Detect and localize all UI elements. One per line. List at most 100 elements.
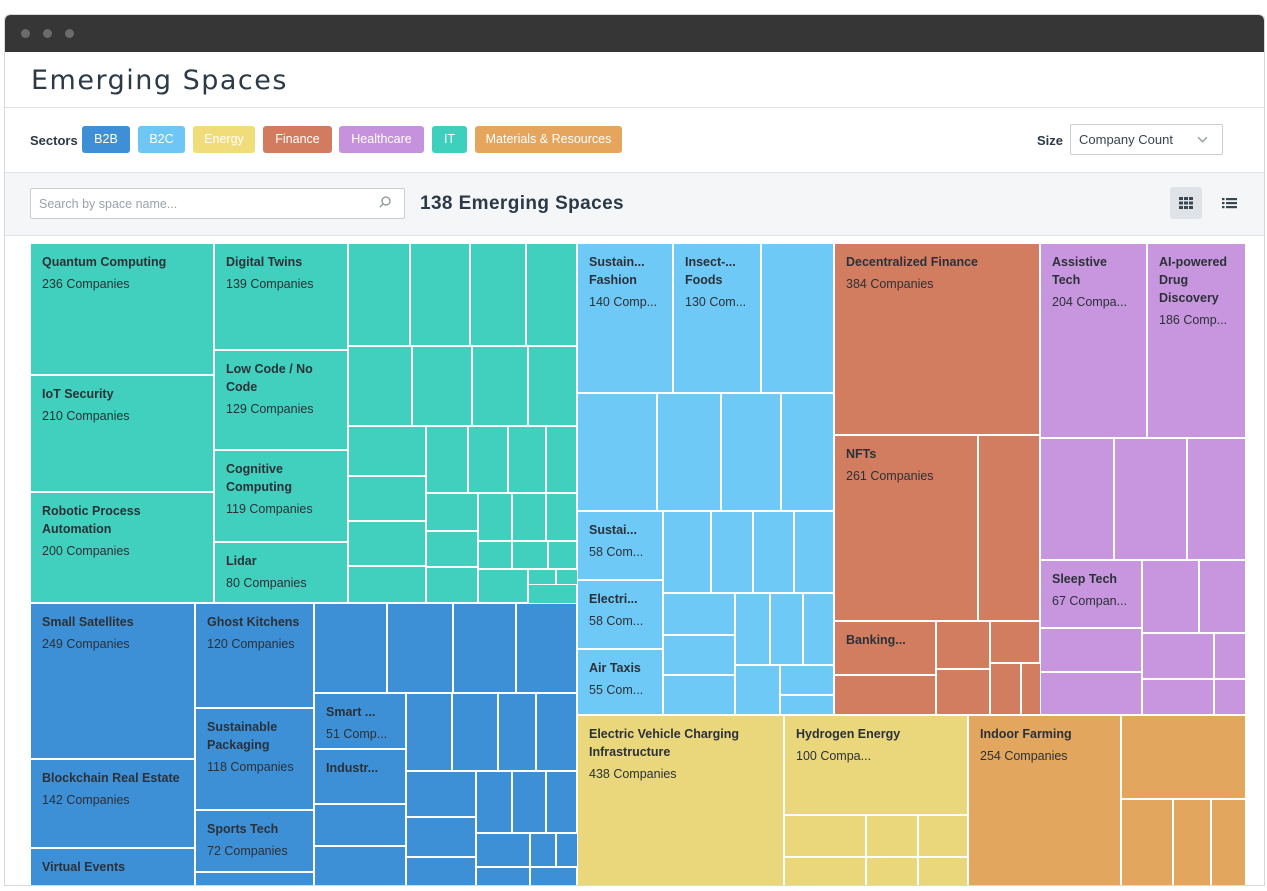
treemap-tile[interactable]: [195, 872, 314, 885]
treemap-tile[interactable]: [936, 669, 990, 715]
treemap-tile-small-satellites[interactable]: Small Satellites 249 Companies: [30, 603, 195, 759]
treemap-tile[interactable]: [990, 663, 1021, 715]
treemap-tile[interactable]: [663, 675, 735, 715]
treemap-tile[interactable]: [781, 393, 834, 511]
treemap-tile[interactable]: [512, 771, 546, 833]
treemap-tile[interactable]: [348, 566, 426, 603]
treemap-tile[interactable]: [1121, 715, 1245, 799]
treemap-tile[interactable]: [663, 635, 735, 675]
treemap-tile[interactable]: [1214, 633, 1245, 679]
treemap-tile-iot-security[interactable]: IoT Security 210 Companies: [30, 375, 214, 492]
sector-chip-energy[interactable]: Energy: [193, 126, 255, 153]
treemap-tile-sustain-fashion[interactable]: Sustain... Fashion 140 Comp...: [577, 243, 673, 393]
treemap-tile[interactable]: [1040, 672, 1142, 715]
treemap-tile-industr[interactable]: Industr...: [314, 749, 406, 804]
treemap-tile[interactable]: [546, 493, 577, 541]
sector-chip-it[interactable]: IT: [432, 126, 467, 153]
treemap-tile[interactable]: [1214, 679, 1245, 715]
treemap-tile-virtual-events[interactable]: Virtual Events: [30, 848, 195, 885]
treemap-tile[interactable]: [918, 815, 968, 857]
treemap-tile[interactable]: [735, 593, 770, 665]
treemap-tile[interactable]: [1211, 799, 1245, 885]
treemap-tile[interactable]: [348, 476, 426, 521]
treemap-tile-digital-twins[interactable]: Digital Twins 139 Companies: [214, 243, 348, 350]
treemap-tile[interactable]: [1142, 679, 1214, 715]
size-dropdown[interactable]: Company Count: [1070, 124, 1223, 155]
treemap-tile[interactable]: [803, 593, 834, 665]
treemap-tile[interactable]: [770, 593, 803, 665]
treemap-tile[interactable]: [1187, 438, 1245, 560]
treemap-tile[interactable]: [314, 804, 406, 846]
sector-chip-healthcare[interactable]: Healthcare: [339, 126, 424, 153]
treemap-tile-electric-vehicle-charging-infrastructure[interactable]: Electric Vehicle Charging Infrastructure…: [577, 715, 784, 885]
treemap-tile[interactable]: [468, 426, 508, 493]
treemap-tile[interactable]: [546, 426, 577, 493]
treemap-tile[interactable]: [512, 541, 548, 569]
treemap-tile[interactable]: [1173, 799, 1211, 885]
treemap-tile[interactable]: [1142, 633, 1214, 679]
treemap-tile[interactable]: [406, 693, 452, 771]
treemap-tile[interactable]: [508, 426, 546, 493]
treemap-tile[interactable]: [470, 243, 526, 346]
treemap-tile-air-taxis[interactable]: Air Taxis 55 Com...: [577, 649, 663, 715]
sector-chip-finance[interactable]: Finance: [263, 126, 332, 153]
treemap-tile[interactable]: [866, 857, 918, 885]
treemap-tile[interactable]: [476, 833, 530, 867]
treemap-tile-nfts[interactable]: NFTs 261 Companies: [834, 435, 978, 621]
window-minimize-dot-icon[interactable]: [43, 29, 52, 38]
list-view-button[interactable]: [1213, 187, 1245, 219]
search-icon[interactable]: [378, 195, 392, 214]
treemap-tile[interactable]: [516, 603, 577, 693]
treemap-tile[interactable]: [866, 815, 918, 857]
treemap-tile[interactable]: [453, 603, 516, 693]
search-input[interactable]: [31, 189, 371, 218]
treemap-tile[interactable]: [1040, 628, 1142, 672]
treemap-tile[interactable]: [472, 346, 528, 426]
treemap-tile[interactable]: [426, 531, 478, 567]
treemap-tile[interactable]: [1114, 438, 1187, 560]
treemap-tile[interactable]: [512, 493, 546, 541]
treemap-tile[interactable]: [577, 393, 657, 511]
treemap-tile[interactable]: [426, 567, 478, 603]
treemap-tile[interactable]: [1040, 438, 1114, 560]
treemap-tile[interactable]: [528, 346, 577, 426]
treemap-tile[interactable]: [314, 603, 387, 693]
treemap-tile[interactable]: [314, 846, 406, 885]
treemap-tile[interactable]: [410, 243, 470, 346]
treemap-tile-ai-powered-drug-discovery[interactable]: AI-powered Drug Discovery 186 Comp...: [1147, 243, 1245, 438]
sector-chip-materials-resources[interactable]: Materials & Resources: [475, 126, 622, 153]
treemap-tile-blockchain-real-estate[interactable]: Blockchain Real Estate 142 Companies: [30, 759, 195, 848]
treemap-tile[interactable]: [721, 393, 781, 511]
treemap-tile[interactable]: [1142, 560, 1199, 633]
treemap-tile[interactable]: [784, 815, 866, 857]
treemap-tile-robotic-process-automation[interactable]: Robotic Process Automation 200 Companies: [30, 492, 214, 603]
treemap-tile[interactable]: [406, 857, 476, 885]
treemap-tile[interactable]: [530, 833, 556, 867]
treemap-tile-banking[interactable]: Banking...: [834, 621, 936, 675]
treemap-tile[interactable]: [663, 511, 711, 593]
treemap-tile[interactable]: [478, 541, 512, 569]
treemap-tile[interactable]: [978, 435, 1040, 621]
treemap-tile[interactable]: [657, 393, 721, 511]
treemap-tile[interactable]: [406, 817, 476, 857]
treemap-tile[interactable]: [387, 603, 453, 693]
treemap-tile-sustainable-packaging[interactable]: Sustainable Packaging 118 Companies: [195, 708, 314, 810]
treemap-tile[interactable]: [536, 693, 577, 771]
treemap-tile[interactable]: [348, 426, 426, 476]
treemap-tile[interactable]: [780, 695, 834, 715]
treemap-tile[interactable]: [406, 771, 476, 817]
treemap-tile[interactable]: [546, 771, 577, 833]
treemap-tile-cognitive-computing[interactable]: Cognitive Computing 119 Companies: [214, 450, 348, 542]
treemap-tile-electri[interactable]: Electri... 58 Com...: [577, 580, 663, 649]
treemap-tile[interactable]: [753, 511, 794, 593]
treemap-tile[interactable]: [452, 693, 498, 771]
treemap-tile[interactable]: [735, 665, 780, 715]
treemap-tile-sustai[interactable]: Sustai... 58 Com...: [577, 511, 663, 580]
treemap-tile[interactable]: [348, 521, 426, 566]
treemap-tile[interactable]: [348, 346, 412, 426]
treemap-tile[interactable]: [530, 867, 577, 885]
window-close-dot-icon[interactable]: [21, 29, 30, 38]
treemap-tile[interactable]: [990, 621, 1040, 663]
treemap-tile-indoor-farming[interactable]: Indoor Farming 254 Companies: [968, 715, 1121, 885]
treemap-tile[interactable]: [936, 621, 990, 669]
